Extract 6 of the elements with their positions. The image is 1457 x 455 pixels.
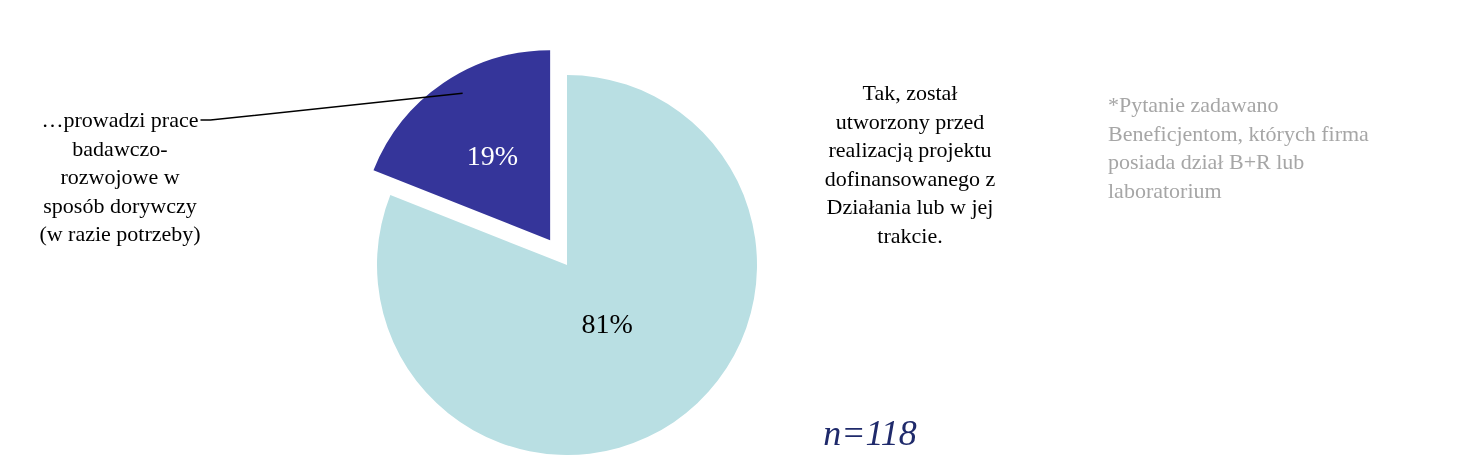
text: n=118: [823, 413, 917, 453]
data-label: 19%: [466, 139, 519, 171]
text: *Pytanie zadawano Beneficjentom, których firma posiada dział B+R lub laboratorium: [1108, 92, 1370, 203]
slice-label: …prowadzi prace badawczo-rozwojowe w sposób dorywczy (w razie potrzeby): [39, 107, 201, 247]
slice-label: Tak, został utworzony przed realizacją projektu dofinansowanego z Działania lub w jej trakcie.: [824, 80, 996, 248]
data-label: 81%: [581, 308, 633, 340]
